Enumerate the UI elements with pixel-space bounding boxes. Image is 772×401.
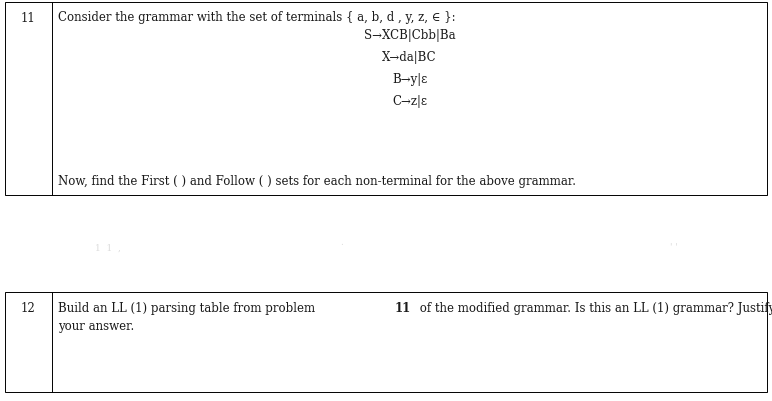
- Text: of the modified grammar. Is this an LL (1) grammar? Justify: of the modified grammar. Is this an LL (…: [415, 301, 772, 314]
- Text: 11: 11: [394, 301, 411, 314]
- Text: 1  1  ,: 1 1 ,: [95, 243, 121, 252]
- Text: Build an LL (1) parsing table from problem: Build an LL (1) parsing table from probl…: [58, 301, 319, 314]
- Text: B→y|ε: B→y|ε: [392, 73, 427, 86]
- Bar: [5, 3, 767, 196]
- Text: X→da|BC: X→da|BC: [382, 51, 437, 64]
- Bar: [5, 292, 767, 392]
- Text: .: .: [340, 238, 343, 247]
- Text: 12: 12: [21, 301, 36, 314]
- Text: your answer.: your answer.: [58, 319, 134, 332]
- Text: S→XCB|Cbb|Ba: S→XCB|Cbb|Ba: [364, 29, 455, 42]
- Text: Now, find the First ( ) and Follow ( ) sets for each non-terminal for the above : Now, find the First ( ) and Follow ( ) s…: [58, 174, 576, 188]
- Text: ' ': ' ': [670, 243, 678, 252]
- Text: 11: 11: [21, 12, 36, 25]
- Text: C→z|ε: C→z|ε: [392, 95, 427, 108]
- Text: Consider the grammar with the set of terminals { a, b, d , y, z, ∈ }:: Consider the grammar with the set of ter…: [58, 11, 455, 24]
